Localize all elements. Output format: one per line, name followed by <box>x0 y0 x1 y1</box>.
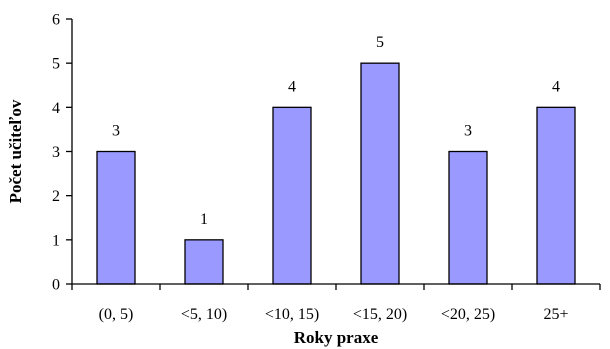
data-label: 1 <box>200 211 208 228</box>
bar <box>272 106 312 285</box>
bar <box>96 150 136 285</box>
data-label: 4 <box>552 78 560 95</box>
y-tick-label: 1 <box>52 232 60 249</box>
y-tick-label: 0 <box>52 277 60 294</box>
bars <box>96 62 576 285</box>
data-label: 5 <box>376 34 384 51</box>
y-axis-title: Počet učiteľov <box>6 99 25 203</box>
data-label: 3 <box>112 123 120 140</box>
y-tick-label: 5 <box>52 56 60 73</box>
x-axis-title: Roky praxe <box>294 328 379 347</box>
x-tick-label: <15, 20) <box>353 306 407 323</box>
x-tick-label: (0, 5) <box>99 306 134 323</box>
y-tick-label: 2 <box>52 188 60 205</box>
x-tick-label: <5, 10) <box>181 306 227 323</box>
x-tick-label: <20, 25) <box>441 306 495 323</box>
y-axis-ticks: 0 1 2 3 4 5 6 <box>52 12 72 294</box>
x-axis-ticks: (0, 5) <5, 10) <10, 15) <15, 20) <20, 25) 25+ <box>71 284 601 323</box>
x-tick-label: 25+ <box>543 306 568 323</box>
data-label: 3 <box>464 123 472 140</box>
bar <box>184 239 224 285</box>
bar <box>536 106 576 285</box>
x-tick-label: <10, 15) <box>265 306 319 323</box>
bar <box>448 150 488 285</box>
data-label: 4 <box>288 78 296 95</box>
y-tick-label: 4 <box>52 100 60 117</box>
data-labels: 3 1 4 5 3 4 <box>112 34 560 228</box>
y-tick-label: 3 <box>52 144 60 161</box>
bar <box>360 62 400 285</box>
y-tick-label: 6 <box>52 12 60 29</box>
